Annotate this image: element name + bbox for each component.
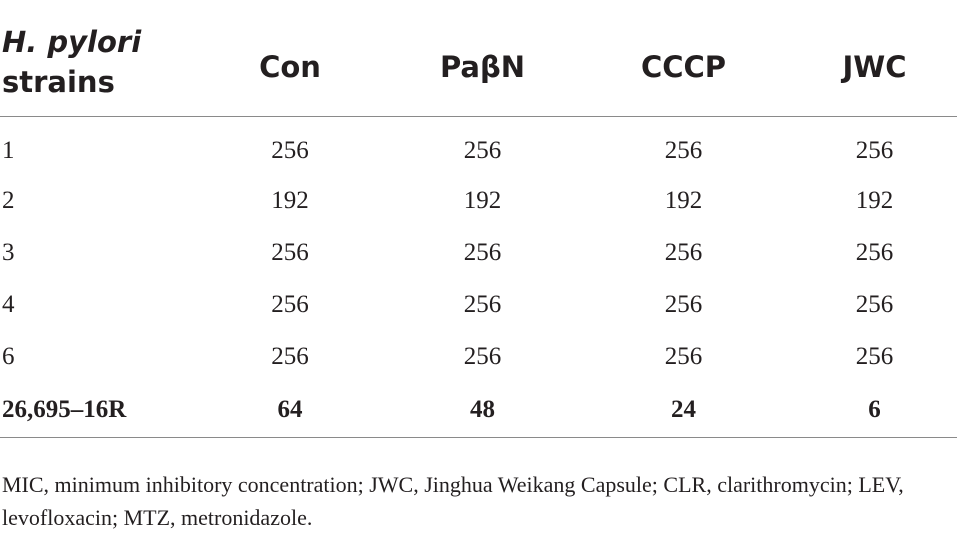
table-row: 1 256 256 256 256 [0,117,957,176]
value-cell: 192 [190,175,390,227]
header-strains: H. pylori strains [0,18,190,117]
value-cell: 256 [390,279,575,331]
value-cell: 256 [575,331,792,383]
value-cell: 256 [575,117,792,176]
value-cell: 192 [390,175,575,227]
value-cell: 256 [792,227,957,279]
strain-cell: 4 [0,279,190,331]
value-cell: 192 [575,175,792,227]
value-cell: 256 [190,279,390,331]
table-row: 4 256 256 256 256 [0,279,957,331]
value-cell: 256 [190,227,390,279]
value-cell: 24 [575,383,792,438]
value-cell: 256 [390,331,575,383]
strain-cell: 6 [0,331,190,383]
value-cell: 256 [575,227,792,279]
value-cell: 6 [792,383,957,438]
header-con: Con [190,18,390,117]
table-header-row: H. pylori strains Con PaβN CCCP JWC [0,18,957,117]
strain-cell: 1 [0,117,190,176]
strain-cell: 3 [0,227,190,279]
table-row: 2 192 192 192 192 [0,175,957,227]
value-cell: 256 [792,117,957,176]
value-cell: 256 [792,331,957,383]
value-cell: 256 [190,331,390,383]
value-cell: 256 [792,279,957,331]
strain-cell: 2 [0,175,190,227]
value-cell: 256 [390,117,575,176]
header-strains-line2: strains [2,62,190,102]
value-cell: 192 [792,175,957,227]
value-cell: 48 [390,383,575,438]
table-row: 3 256 256 256 256 [0,227,957,279]
header-cccp: CCCP [575,18,792,117]
table-footnote: MIC, minimum inhibitory concentration; J… [2,468,952,534]
value-cell: 256 [190,117,390,176]
value-cell: 64 [190,383,390,438]
mic-table: H. pylori strains Con PaβN CCCP JWC 1 25… [0,18,957,438]
value-cell: 256 [575,279,792,331]
header-strains-line1: H. pylori [2,22,190,62]
table-row: 6 256 256 256 256 [0,331,957,383]
table-row: 26,695–16R 64 48 24 6 [0,383,957,438]
value-cell: 256 [390,227,575,279]
strain-cell: 26,695–16R [0,383,190,438]
header-jwc: JWC [792,18,957,117]
header-pabn: PaβN [390,18,575,117]
